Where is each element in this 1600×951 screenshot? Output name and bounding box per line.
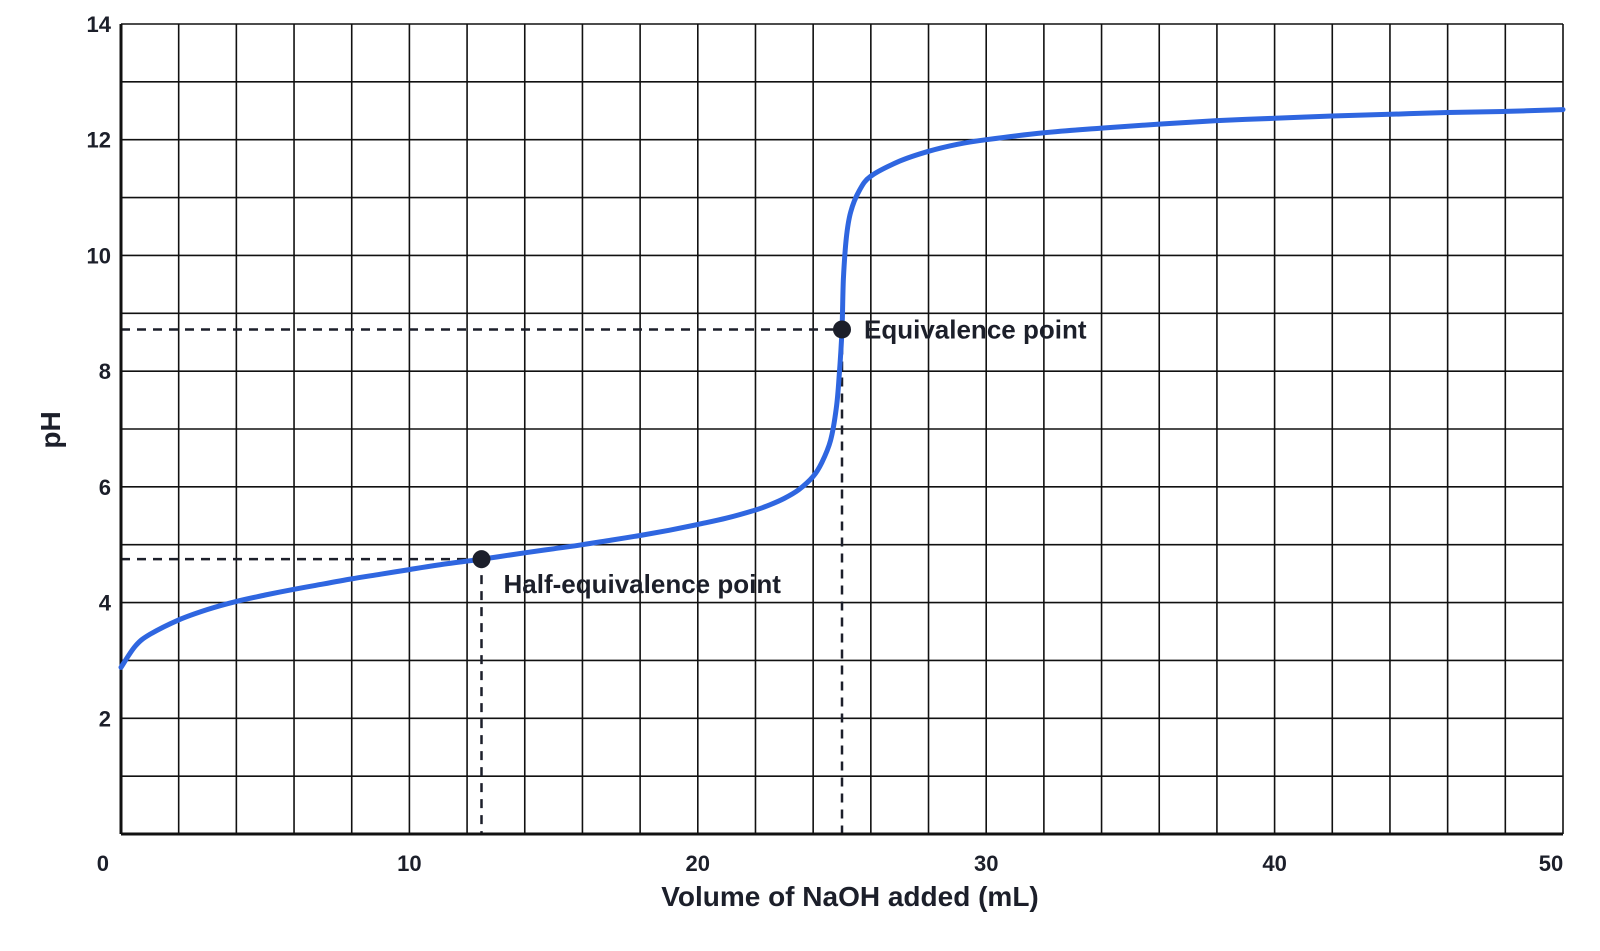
- x-tick-label: 50: [1539, 851, 1563, 876]
- x-tick-label: 40: [1262, 851, 1286, 876]
- x-tick-label: 20: [686, 851, 710, 876]
- axes: [119, 24, 1563, 836]
- x-tick-label: 0: [97, 851, 109, 876]
- x-axis-title: Volume of NaOH added (mL): [661, 881, 1039, 912]
- annotation-point-marker: [472, 550, 491, 569]
- y-tick-label: 8: [99, 359, 111, 384]
- tick-labels: 0 10 20 30 40 50 2 4 6 8 10 12 14: [87, 12, 1564, 876]
- y-tick-label: 6: [99, 475, 111, 500]
- y-tick-label: 10: [87, 243, 111, 268]
- dashed-guides: [121, 328, 844, 834]
- annotation-point-marker: [833, 320, 851, 339]
- x-tick-label: 10: [397, 851, 421, 876]
- annotations: Equivalence point Half-equivalence point: [472, 314, 1087, 599]
- y-tick-label: 14: [87, 12, 112, 37]
- y-tick-label: 2: [99, 706, 111, 731]
- y-tick-label: 12: [87, 128, 111, 153]
- annotation-label: Equivalence point: [864, 314, 1087, 344]
- x-tick-label: 30: [974, 851, 998, 876]
- series: [118, 107, 1566, 670]
- annotation-label: Half-equivalence point: [504, 569, 782, 599]
- y-tick-label: 4: [99, 591, 112, 616]
- titration-curve: [118, 107, 1566, 670]
- y-axis-title: pH: [35, 411, 66, 448]
